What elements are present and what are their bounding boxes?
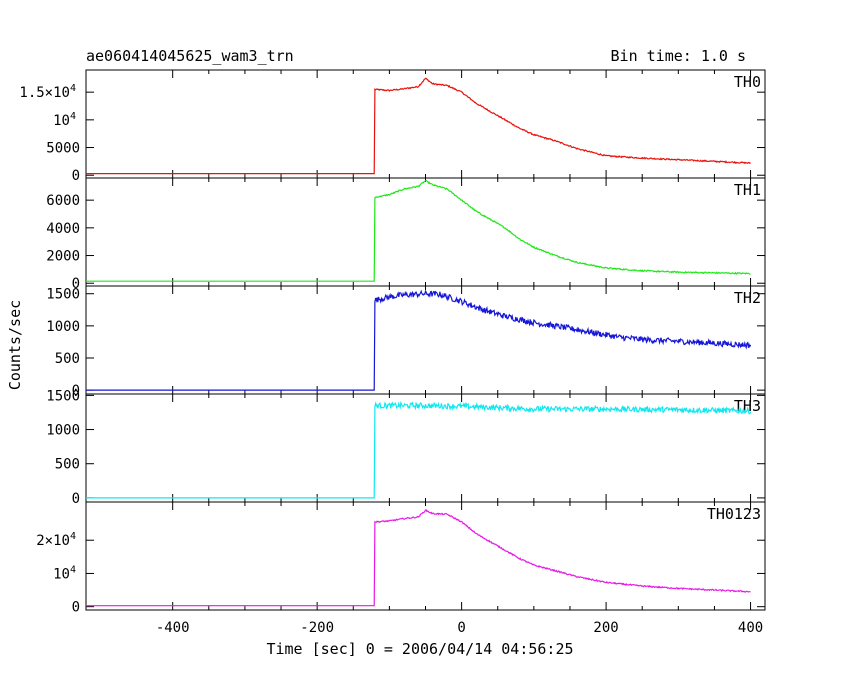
y-tick-label: 0 <box>72 383 80 399</box>
y-axis-label: Counts/sec <box>6 300 24 390</box>
y-tick-label: 1.5×104 <box>19 83 76 101</box>
y-tick-label: 500 <box>55 457 80 473</box>
y-tick-label: 4000 <box>46 221 80 237</box>
series-line-th1 <box>86 179 751 282</box>
panel-th1: TH1 0 2000 4000 6000 <box>46 177 766 292</box>
x-tick-label: 200 <box>593 620 618 636</box>
y-tick-label: 1500 <box>46 287 80 303</box>
y-tick-label: 1000 <box>46 423 80 439</box>
panel-th0: TH0 0 5000 104 1.5×104 <box>19 69 766 184</box>
panel-label: TH0123 <box>707 505 761 523</box>
panel-label: TH0 <box>734 73 761 91</box>
y-tick-label: 6000 <box>46 193 80 209</box>
panel-frame <box>85 285 766 395</box>
panels-group: TH0050001041.5×104TH10200040006000TH2050… <box>19 69 766 636</box>
y-tick-label: 1000 <box>46 319 80 335</box>
series-line-th3 <box>86 400 752 499</box>
y-tick-label: 0 <box>72 276 80 292</box>
panel-th0123: TH0123 0 104 2×104 <box>36 501 766 616</box>
y-tick-label: 500 <box>55 351 80 367</box>
panel-th2: TH2 0 500 1000 1500 <box>46 285 766 399</box>
panel-label: TH2 <box>734 289 761 307</box>
series-line-th0123 <box>86 509 751 607</box>
y-tick-label: 104 <box>53 564 76 582</box>
panel-frame <box>85 501 766 611</box>
x-tick-label: -200 <box>300 620 334 636</box>
y-tick-label: 104 <box>53 111 76 129</box>
y-tick-label: 2×104 <box>36 531 76 549</box>
y-tick-label: 1500 <box>46 388 80 404</box>
panel-frame <box>85 69 766 179</box>
x-axis-label: Time [sec] 0 = 2006/04/14 04:56:25 <box>266 640 573 658</box>
x-tick-label: 0 <box>457 620 465 636</box>
chart-title: ae060414045625_wam3_trn <box>86 47 294 65</box>
series-line-th2 <box>86 289 752 391</box>
x-tick-label: -400 <box>156 620 190 636</box>
x-tick-label: 400 <box>738 620 763 636</box>
panel-label: TH1 <box>734 181 761 199</box>
y-tick-label: 0 <box>72 600 80 616</box>
panel-frame <box>85 177 766 287</box>
bin-time-label: Bin time: 1.0 s <box>611 47 746 65</box>
y-tick-label: 2000 <box>46 249 80 265</box>
series-line-th0 <box>86 77 751 175</box>
y-tick-label: 0 <box>72 491 80 507</box>
y-tick-label: 0 <box>72 168 80 184</box>
y-tick-label: 5000 <box>46 141 80 157</box>
